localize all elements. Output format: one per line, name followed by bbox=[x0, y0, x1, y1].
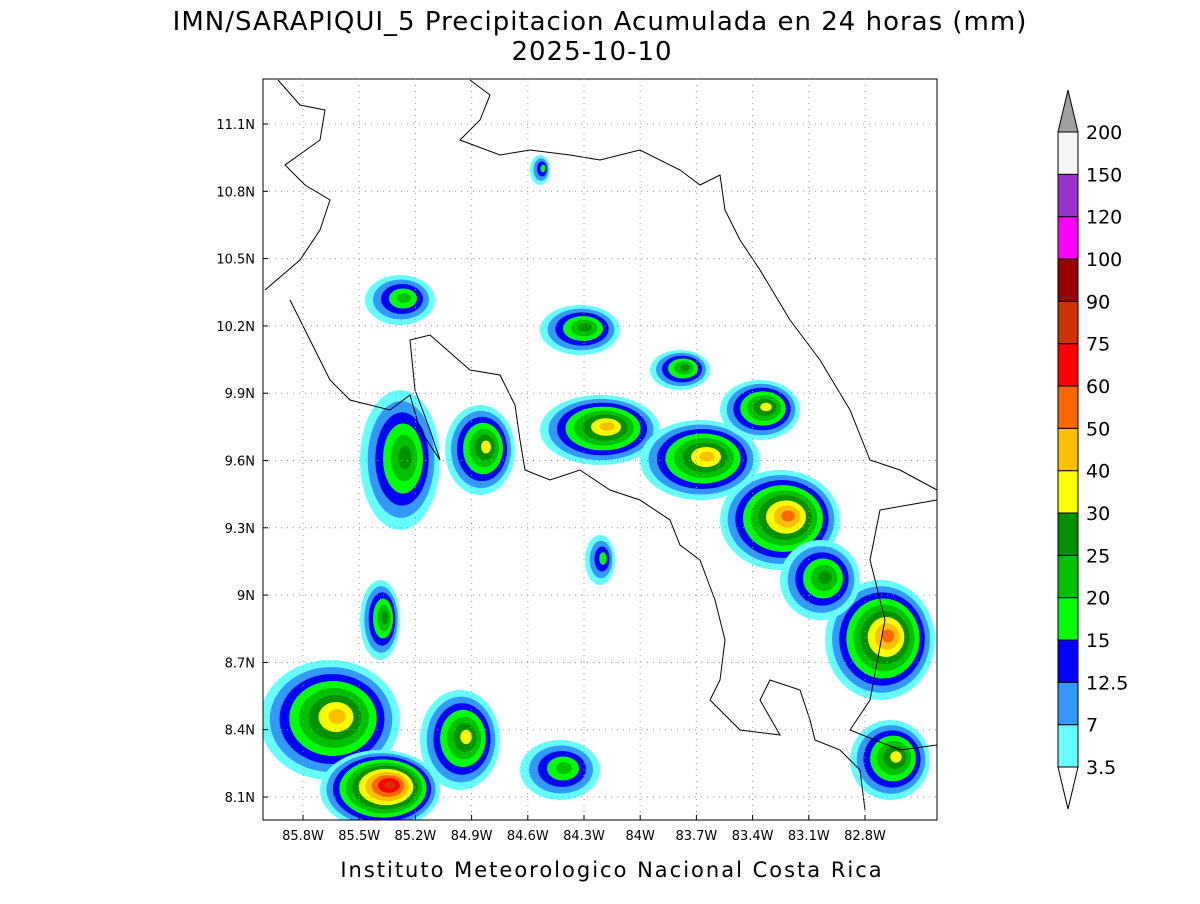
colorbar-box bbox=[1057, 597, 1079, 641]
colorbar-box bbox=[1057, 724, 1079, 768]
colorbar-label: 3.5 bbox=[1086, 757, 1116, 779]
rain-contour bbox=[599, 422, 615, 431]
rain-contour bbox=[781, 510, 795, 522]
lat-label: 10.8N bbox=[216, 185, 255, 200]
colorbar-label: 200 bbox=[1086, 122, 1122, 144]
lon-label: 84.3W bbox=[563, 829, 605, 844]
rain-contour bbox=[699, 451, 715, 462]
lon-label: 84.9W bbox=[451, 829, 493, 844]
lat-label: 9.6N bbox=[225, 455, 255, 470]
colorbar-box bbox=[1057, 173, 1079, 218]
lon-label: 85.2W bbox=[394, 829, 436, 844]
colorbar-box bbox=[1057, 385, 1079, 429]
map-frame bbox=[262, 78, 938, 821]
precipitation-field bbox=[263, 79, 937, 820]
rain-contour bbox=[556, 762, 572, 774]
title: IMN/SARAPIQUI_5 Precipitacion Acumulada … bbox=[173, 7, 1028, 37]
colorbar-label: 100 bbox=[1086, 249, 1122, 271]
lon-label: 82.8W bbox=[844, 829, 886, 844]
lat-label: 8.7N bbox=[225, 656, 255, 671]
pacific-coast bbox=[264, 79, 866, 811]
rain-contour bbox=[881, 629, 895, 643]
rain-contour bbox=[680, 364, 690, 371]
colorbar-box bbox=[1057, 300, 1079, 345]
colorbar-box bbox=[1057, 216, 1079, 260]
rain-contour bbox=[328, 709, 346, 724]
colorbar-label: 120 bbox=[1086, 207, 1122, 229]
lon-label: 85.8W bbox=[282, 829, 324, 844]
colorbar-box bbox=[1057, 512, 1079, 556]
rain-contour bbox=[818, 570, 832, 585]
rain-contour bbox=[384, 781, 396, 789]
rain-contour bbox=[599, 552, 607, 565]
lat-label: 10.5N bbox=[216, 253, 255, 268]
rain-contour bbox=[398, 445, 412, 470]
colorbar-label: 20 bbox=[1086, 588, 1110, 610]
colorbar-label: 60 bbox=[1086, 376, 1110, 398]
colorbar-label: 15 bbox=[1086, 630, 1110, 652]
colorbar-box bbox=[1057, 131, 1079, 175]
lat-label: 9N bbox=[237, 589, 255, 604]
lon-label: 84W bbox=[625, 829, 655, 844]
colorbar-box bbox=[1057, 554, 1079, 599]
colorbar-box bbox=[1057, 427, 1079, 472]
colorbar-box bbox=[1057, 343, 1079, 387]
lon-label: 85.5W bbox=[338, 829, 380, 844]
colorbar-label: 90 bbox=[1086, 291, 1110, 313]
lat-label: 9.9N bbox=[225, 387, 255, 402]
footer-credit: Instituto Meteorologico Nacional Costa R… bbox=[340, 858, 883, 882]
rain-contour bbox=[460, 729, 472, 745]
lat-label: 8.1N bbox=[225, 791, 255, 806]
colorbar-under bbox=[1057, 766, 1079, 810]
colorbar-box bbox=[1057, 681, 1079, 726]
colorbar-label: 150 bbox=[1086, 164, 1122, 186]
colorbar-box bbox=[1057, 470, 1079, 514]
colorbar-over bbox=[1057, 89, 1079, 133]
colorbar-label: 12.5 bbox=[1086, 672, 1128, 694]
lat-label: 9.3N bbox=[225, 522, 255, 537]
lon-label: 83.7W bbox=[675, 829, 717, 844]
lon-label: 83.1W bbox=[788, 829, 830, 844]
rain-contour bbox=[760, 402, 772, 412]
colorbar-label: 50 bbox=[1086, 418, 1110, 440]
colorbar-box bbox=[1057, 258, 1079, 302]
rain-contour bbox=[578, 323, 592, 332]
lat-label: 10.2N bbox=[216, 320, 255, 335]
border bbox=[849, 499, 937, 751]
rain-contour bbox=[381, 610, 389, 625]
colorbar-label: 75 bbox=[1086, 334, 1110, 356]
rain-contour bbox=[397, 293, 411, 303]
colorbar-label: 40 bbox=[1086, 461, 1110, 483]
date: 2025-10-10 bbox=[511, 37, 672, 67]
colorbar-label: 25 bbox=[1086, 545, 1110, 567]
lon-label: 84.6W bbox=[507, 829, 549, 844]
colorbar-label: 30 bbox=[1086, 503, 1110, 525]
lat-label: 11.1N bbox=[216, 118, 255, 133]
rain-contour bbox=[540, 164, 546, 173]
lat-label: 8.4N bbox=[225, 724, 255, 739]
lon-label: 83.4W bbox=[732, 829, 774, 844]
rain-contour bbox=[481, 440, 491, 454]
colorbar-box bbox=[1057, 639, 1079, 683]
colorbar-label: 7 bbox=[1086, 715, 1098, 737]
rain-contour bbox=[890, 751, 902, 763]
